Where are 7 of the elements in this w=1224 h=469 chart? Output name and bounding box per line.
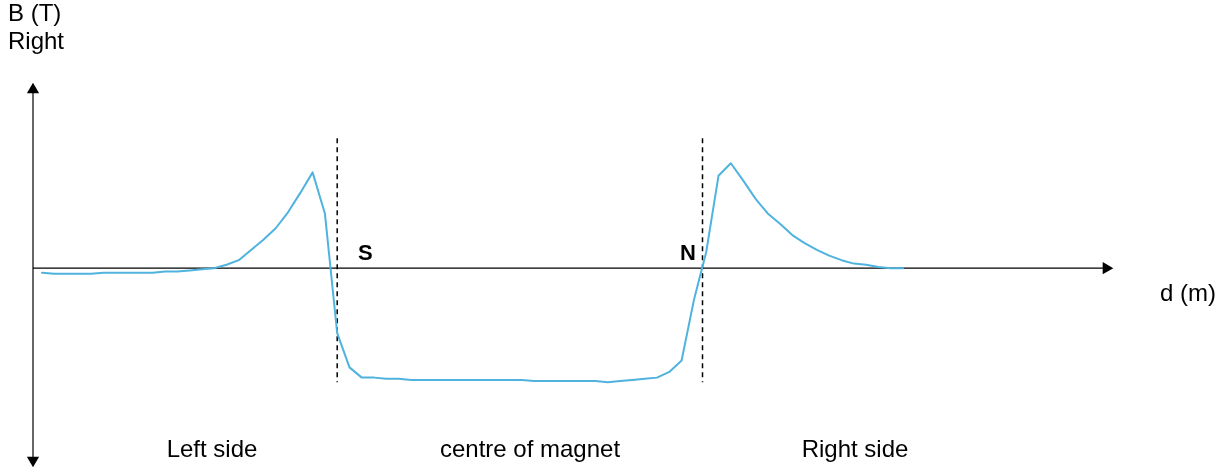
text: Right side (801, 435, 909, 462)
text: centre of magnet (439, 435, 621, 462)
y-axis-title: B (T) Right (8, 0, 65, 54)
text: d (m) (1160, 279, 1216, 306)
text: Left side (166, 435, 258, 462)
annotation: N (680, 240, 696, 265)
annotation: S (358, 240, 373, 265)
